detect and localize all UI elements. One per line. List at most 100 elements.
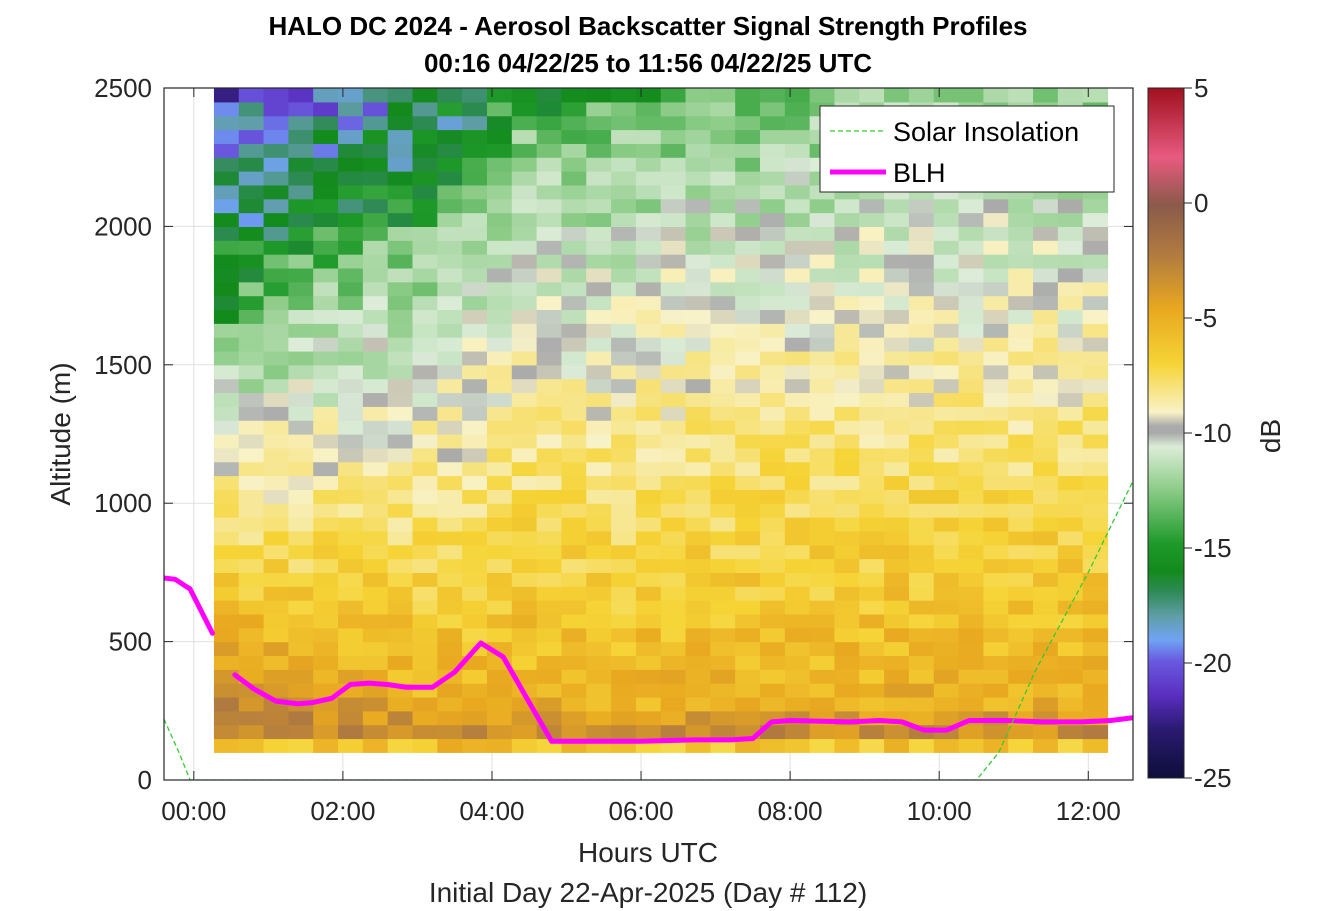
colorbar-tick-label: -20 <box>1194 648 1232 678</box>
heatmap-cell <box>238 254 265 269</box>
heatmap-cell <box>933 364 960 380</box>
heatmap-cell <box>834 212 860 227</box>
heatmap-cell <box>760 434 786 449</box>
heatmap-cell <box>635 517 662 532</box>
heatmap-cell <box>611 101 637 117</box>
heatmap-cell <box>511 129 538 144</box>
heatmap-cell <box>983 503 1009 518</box>
heatmap-cell <box>834 226 860 241</box>
heatmap-cell <box>983 406 1009 421</box>
heatmap-cell <box>437 157 463 172</box>
heatmap-cell <box>238 489 265 504</box>
heatmap-cell <box>1082 683 1109 698</box>
heatmap-cell <box>635 212 662 227</box>
heatmap-cell <box>834 489 860 504</box>
heatmap-cell <box>710 434 736 449</box>
heatmap-cell <box>1008 558 1034 573</box>
heatmap-cell <box>958 254 985 269</box>
heatmap-cell <box>884 530 910 546</box>
heatmap-cell <box>213 600 240 615</box>
heatmap-cell <box>611 641 637 657</box>
heatmap-cell <box>635 600 662 615</box>
heatmap-cell <box>710 281 736 297</box>
heatmap-cell <box>213 475 240 490</box>
heatmap-cell <box>1082 447 1109 463</box>
heatmap-cell <box>1082 489 1109 504</box>
heatmap-cell <box>313 600 339 615</box>
heatmap-cell <box>809 447 836 463</box>
heatmap-cell <box>213 295 240 311</box>
heatmap-cell <box>486 586 513 601</box>
heatmap-cell <box>611 724 637 740</box>
heatmap-cell <box>586 281 612 297</box>
heatmap-cell <box>834 364 860 380</box>
heatmap-cell <box>486 267 513 283</box>
heatmap-cell <box>437 171 463 186</box>
heatmap-cell <box>586 655 612 670</box>
x-tick-label: 06:00 <box>609 796 674 826</box>
heatmap-cell <box>784 129 811 144</box>
heatmap-cell <box>635 143 662 158</box>
heatmap-cell <box>784 184 811 200</box>
heatmap-cell <box>809 254 836 269</box>
heatmap-cell <box>412 489 438 504</box>
heatmap-cell <box>536 295 563 311</box>
heatmap-cell <box>511 641 538 657</box>
heatmap-cell <box>437 420 463 435</box>
heatmap-cell <box>288 171 314 186</box>
heatmap-cell <box>288 738 314 753</box>
heatmap-cell <box>958 267 985 283</box>
heatmap-cell <box>933 226 960 241</box>
heatmap-cell <box>834 655 860 670</box>
heatmap-cell <box>362 240 389 255</box>
heatmap-cell <box>1082 655 1109 670</box>
heatmap-cell <box>486 600 513 615</box>
heatmap-cell <box>486 157 513 172</box>
heatmap-cell <box>288 240 314 255</box>
heatmap-cell <box>511 115 538 131</box>
heatmap-cell <box>1082 641 1109 657</box>
heatmap-cell <box>486 517 513 532</box>
heatmap-cell <box>263 627 290 643</box>
heatmap-cell <box>834 738 860 753</box>
heatmap-cell <box>908 572 935 587</box>
heatmap-cell <box>809 337 836 352</box>
heatmap-cell <box>362 378 389 394</box>
heatmap-cell <box>859 295 885 311</box>
heatmap-cell <box>213 240 240 255</box>
heatmap-cell <box>784 517 811 532</box>
heatmap-cell <box>635 420 662 435</box>
heatmap-cell <box>685 447 711 463</box>
heatmap-cell <box>213 655 240 670</box>
heatmap-cell <box>536 226 563 241</box>
heatmap-cell <box>313 461 339 477</box>
heatmap-cell <box>611 710 637 726</box>
heatmap-cell <box>611 489 637 504</box>
heatmap-cell <box>338 115 364 131</box>
heatmap-cell <box>933 613 960 629</box>
heatmap-cell <box>213 364 240 380</box>
heatmap-cell <box>735 129 761 144</box>
heatmap-cell <box>288 517 314 532</box>
heatmap-cell <box>611 600 637 615</box>
heatmap-cell <box>735 517 761 532</box>
heatmap-cell <box>685 392 711 407</box>
heatmap-cell <box>1082 323 1109 338</box>
heatmap-cell <box>437 392 463 407</box>
heatmap-cell <box>958 475 985 490</box>
heatmap-cell <box>685 641 711 657</box>
heatmap-cell <box>834 323 860 338</box>
heatmap-cell <box>313 586 339 601</box>
heatmap-cell <box>735 627 761 643</box>
heatmap-cell <box>859 683 885 698</box>
heatmap-cell <box>908 586 935 601</box>
heatmap-cell <box>387 696 414 712</box>
heatmap-cell <box>760 600 786 615</box>
heatmap-cell <box>412 226 438 241</box>
heatmap-cell <box>809 600 836 615</box>
heatmap-cell <box>387 378 414 394</box>
heatmap-cell <box>586 157 612 172</box>
heatmap-cell <box>784 600 811 615</box>
heatmap-cell <box>362 337 389 352</box>
heatmap-cell <box>338 627 364 643</box>
